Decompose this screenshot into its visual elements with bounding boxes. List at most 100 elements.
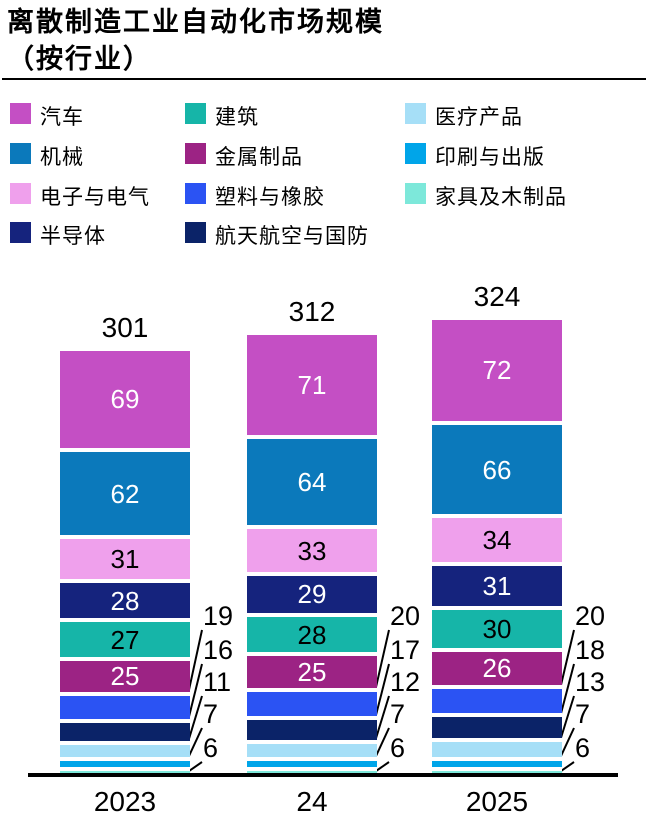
segment-callout-label: 16 (203, 635, 234, 665)
bar-total-label: 324 (473, 280, 521, 312)
legend-label: 建筑 (215, 105, 259, 129)
segment-callout-label: 6 (203, 733, 219, 763)
legend-swatch (10, 143, 31, 164)
legend-swatch (405, 183, 426, 204)
legend-swatch (405, 103, 426, 124)
segment-callout-label: 20 (575, 601, 606, 631)
bar-segment: 62 (60, 447, 190, 536)
bar-segment: 28 (60, 578, 190, 619)
bar-segment: 72 (432, 319, 562, 422)
bar-segment (432, 684, 562, 713)
bar-total-label: 312 (288, 296, 336, 328)
segment-value-label: 26 (482, 653, 512, 684)
bar-segment (60, 766, 190, 775)
bar-segment (432, 766, 562, 775)
legend-swatch (185, 222, 206, 243)
segment-value-label: 27 (110, 624, 140, 655)
segment-value-label: 72 (482, 355, 512, 386)
legend-label: 机械 (40, 145, 84, 169)
bar-segment: 64 (247, 435, 377, 526)
bar-segment (60, 718, 190, 742)
legend-label: 医疗产品 (435, 105, 523, 129)
bar-segment (60, 756, 190, 767)
stacked-bar: 72 66 34 31 30 26 (432, 319, 562, 775)
x-axis-tick-label: 24 (296, 786, 328, 817)
segment-value-label: 28 (110, 585, 140, 616)
legend-label: 电子与电气 (40, 185, 150, 209)
bar-segment (432, 756, 562, 767)
segment-callout-label: 7 (390, 699, 406, 729)
bar-segment: 31 (60, 535, 190, 579)
x-axis-tick-label: 2025 (465, 786, 529, 817)
bar-segment: 71 (247, 335, 377, 436)
x-axis-line (28, 773, 618, 777)
segment-value-label: 31 (482, 570, 512, 601)
bar-segment: 25 (247, 652, 377, 688)
bar-segment (60, 691, 190, 719)
legend-swatch (10, 222, 31, 243)
segment-callout-label: 11 (203, 667, 232, 697)
bar-segment (247, 756, 377, 767)
segment-value-label: 29 (297, 579, 327, 610)
bar-total-label: 301 (101, 311, 149, 343)
stacked-bar: 69 62 31 28 27 25 (60, 350, 190, 775)
bar-segment (247, 739, 377, 757)
bar-segment: 27 (60, 618, 190, 657)
bar-segment: 28 (247, 612, 377, 653)
bar-segment (432, 738, 562, 757)
page-title: 离散制造工业自动化市场规模 （按行业） (7, 4, 384, 78)
bar-segment (247, 715, 377, 740)
legend-swatch (10, 183, 31, 204)
legend-label: 印刷与出版 (435, 145, 545, 169)
legend-label: 汽车 (40, 105, 84, 129)
bar-segment: 25 (60, 656, 190, 692)
segment-value-label: 33 (297, 535, 327, 566)
segment-callout-label: 13 (575, 667, 606, 697)
legend-swatch (185, 143, 206, 164)
segment-value-label: 62 (110, 478, 140, 509)
x-axis-tick-label: 2023 (93, 786, 157, 817)
bar-segment (247, 766, 377, 775)
legend-label: 塑料与橡胶 (215, 185, 325, 209)
segment-callout-label: 19 (203, 601, 234, 631)
bar-segment: 26 (432, 648, 562, 685)
bar-segment: 69 (60, 350, 190, 448)
bar-segment: 31 (432, 562, 562, 606)
bar-segment (247, 687, 377, 716)
segment-value-label: 31 (110, 544, 140, 575)
legend-label: 家具及木制品 (435, 185, 567, 209)
bar-segment: 34 (432, 514, 562, 563)
page-title-line1: 离散制造工业自动化市场规模 (7, 7, 384, 38)
segment-callout-label: 17 (390, 635, 421, 665)
segment-value-label: 34 (482, 525, 512, 556)
segment-callout-label: 7 (203, 699, 219, 729)
segment-value-label: 71 (297, 370, 327, 401)
segment-value-label: 28 (297, 619, 327, 650)
legend-swatch (405, 143, 426, 164)
segment-callout-label: 12 (390, 667, 421, 697)
segment-value-label: 25 (110, 661, 140, 692)
page-title-line2: （按行业） (7, 44, 152, 75)
segment-callout-label: 18 (575, 635, 606, 665)
title-divider (2, 78, 646, 80)
legend-swatch (185, 183, 206, 204)
stacked-bar: 71 64 33 29 28 25 (247, 335, 377, 775)
bar-segment (432, 712, 562, 739)
legend-label: 半导体 (40, 224, 106, 248)
segment-callout-label: 7 (575, 699, 591, 729)
legend-swatch (10, 103, 31, 124)
segment-callout-label: 6 (575, 733, 591, 763)
segment-value-label: 69 (110, 384, 140, 415)
segment-callout-label: 20 (390, 601, 421, 631)
segment-value-label: 30 (482, 613, 512, 644)
legend-label: 金属制品 (215, 145, 303, 169)
legend-swatch (185, 103, 206, 124)
segment-value-label: 66 (482, 454, 512, 485)
bar-segment: 66 (432, 421, 562, 515)
legend-label: 航天航空与国防 (215, 224, 369, 248)
bar-segment: 29 (247, 571, 377, 613)
bar-segment: 30 (432, 605, 562, 649)
bar-segment (60, 741, 190, 757)
bar-segment: 33 (247, 525, 377, 572)
